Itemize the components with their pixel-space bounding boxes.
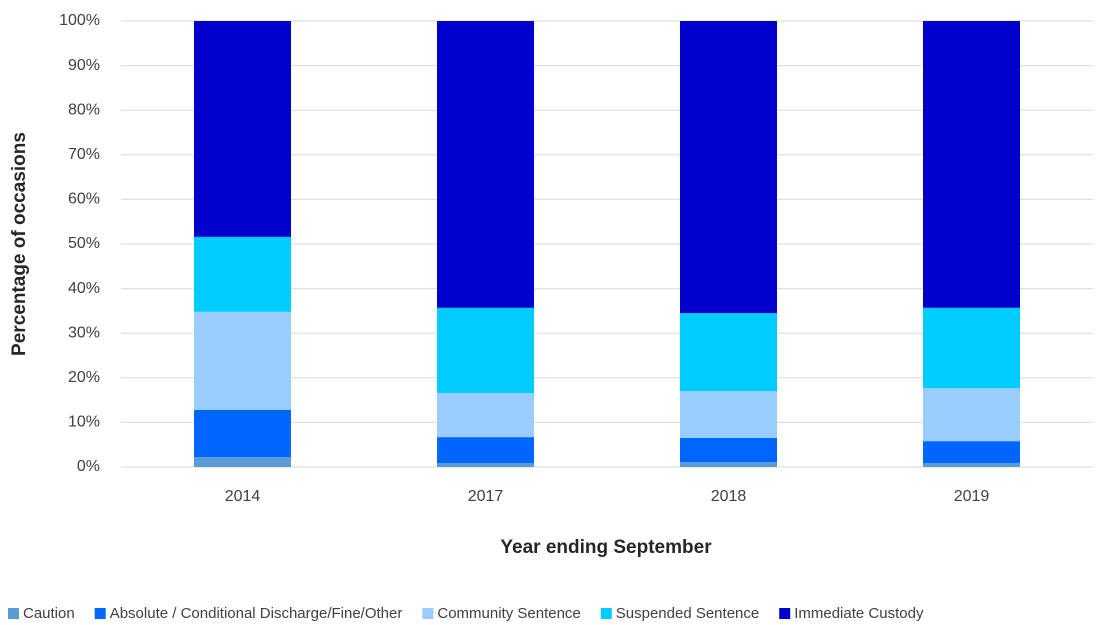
y-tick-label: 90% [68, 57, 100, 74]
y-tick-label: 70% [68, 146, 100, 163]
bar-segment [194, 409, 291, 458]
bar-segment [680, 438, 777, 463]
legend-swatch [94, 608, 106, 619]
x-tick-label: 2018 [711, 488, 747, 505]
y-axis-title: Percentage of occasions [9, 132, 30, 356]
bar-segment [680, 391, 777, 439]
bar-segment [923, 441, 1020, 463]
legend-label: Absolute / Conditional Discharge/Fine/Ot… [110, 605, 403, 622]
bar-segment [923, 388, 1020, 442]
bar-segment [923, 307, 1020, 389]
y-tick-label: 0% [77, 458, 100, 475]
x-axis-title: Year ending September [500, 537, 712, 558]
bar-segment [194, 21, 291, 237]
legend-label: Caution [23, 605, 75, 622]
legend-swatch [422, 608, 434, 619]
bar-segment [194, 457, 291, 467]
y-tick-label: 10% [68, 414, 100, 431]
x-tick-label: 2017 [468, 488, 504, 505]
y-tick-label: 60% [68, 191, 100, 208]
legend-label: Immediate Custody [794, 605, 924, 622]
bar-segment [923, 21, 1020, 308]
bar-segment [194, 311, 291, 410]
bar-segment [680, 313, 777, 392]
x-tick-label: 2014 [225, 488, 261, 505]
bar-segment [194, 236, 291, 312]
x-tick-label: 2019 [954, 488, 990, 505]
bar-segment [437, 307, 534, 393]
y-tick-label: 20% [68, 369, 100, 386]
y-tick-label: 80% [68, 101, 100, 118]
legend-swatch [600, 608, 612, 619]
bar-segment [680, 462, 777, 467]
y-tick-label: 100% [59, 12, 100, 29]
y-tick-label: 40% [68, 280, 100, 297]
legend-swatch [8, 608, 19, 619]
legend-swatch [779, 608, 791, 619]
bar-segment [680, 21, 777, 314]
bar-segment [437, 462, 534, 467]
bar-segment [437, 437, 534, 463]
y-tick-label: 30% [68, 324, 100, 341]
bar-segment [437, 392, 534, 438]
bar-segment [923, 462, 1020, 467]
legend-label: Community Sentence [437, 605, 580, 622]
legend-label: Suspended Sentence [616, 605, 759, 622]
bar-segment [437, 21, 534, 308]
y-tick-label: 50% [68, 235, 100, 252]
